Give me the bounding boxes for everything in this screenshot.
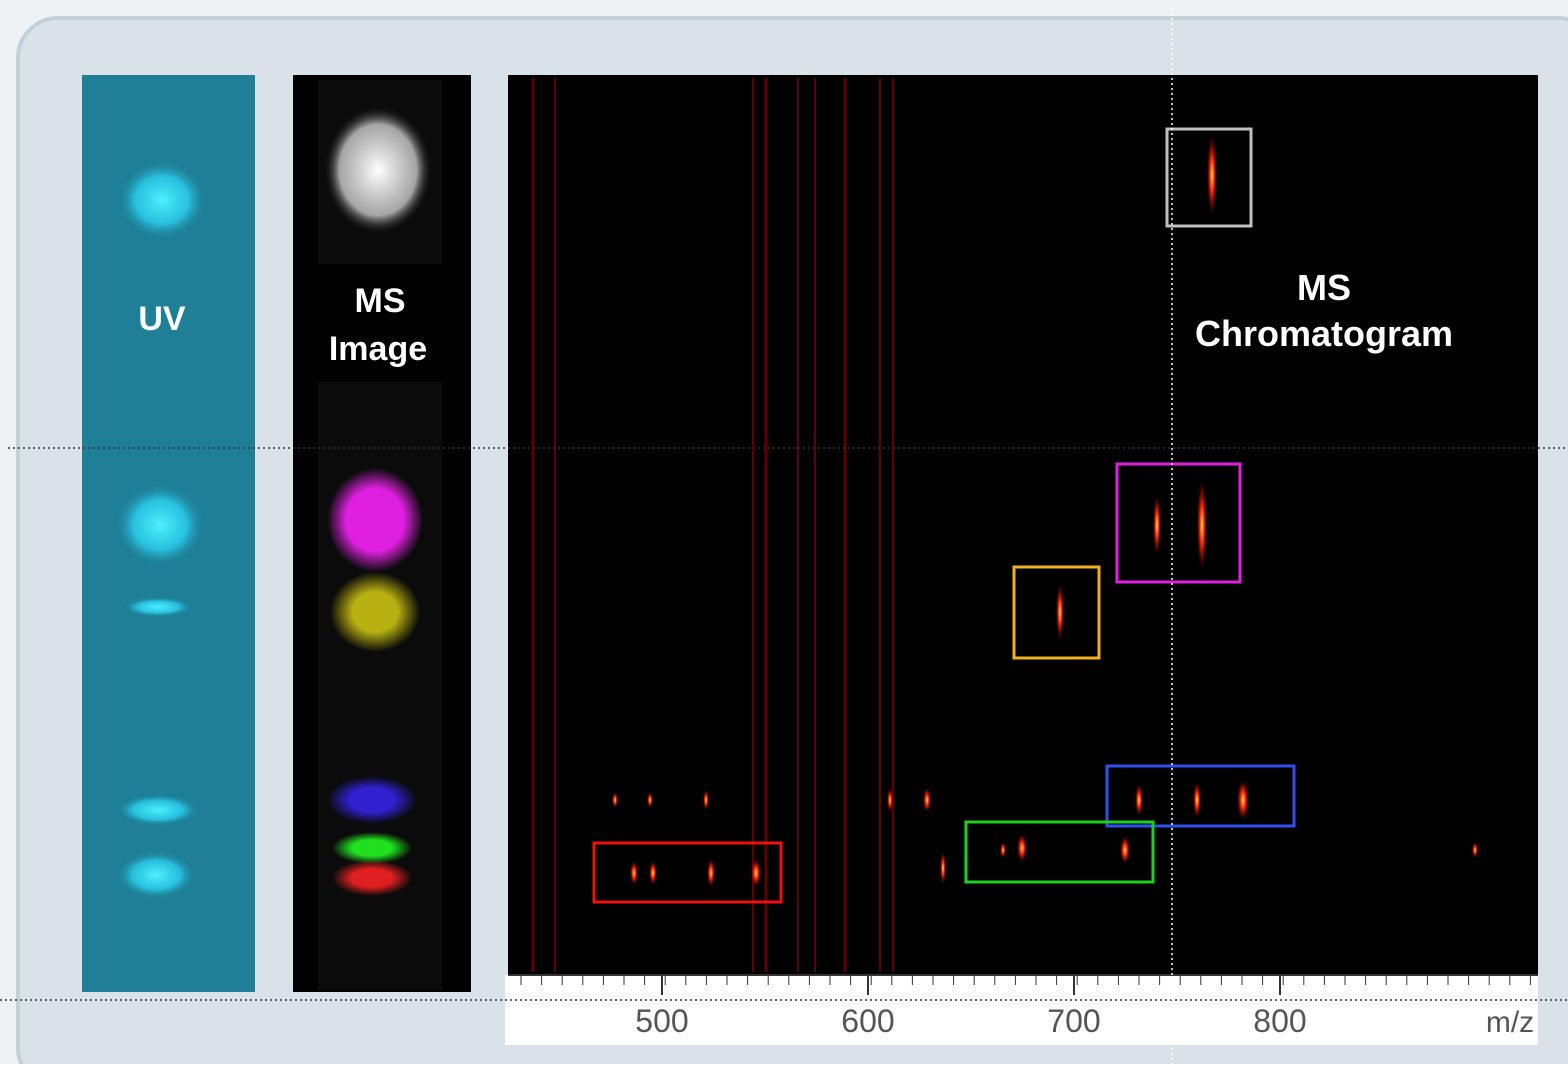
- highlight-boxes: [592, 127, 1296, 904]
- ms-spot: [332, 860, 412, 896]
- x-axis: 500 600 700 800: [520, 975, 1531, 1039]
- uv-spot: [116, 794, 200, 826]
- ms-spot: [323, 105, 433, 235]
- ms-spot: [327, 468, 423, 572]
- chromatogram-title: MS: [1297, 267, 1351, 308]
- peak: [1197, 480, 1207, 570]
- peak: [1120, 836, 1130, 864]
- ms-spot: [327, 776, 417, 824]
- peak: [1000, 842, 1006, 858]
- box: [1105, 764, 1296, 828]
- label-box: [293, 264, 471, 382]
- peak: [612, 792, 618, 808]
- uv-spot: [117, 160, 207, 240]
- ms-image-label: MS: [355, 282, 406, 320]
- box: [592, 841, 783, 904]
- x-tick-label: 700: [1047, 1003, 1100, 1039]
- uv-spot: [116, 851, 196, 899]
- uv-spot: [115, 483, 205, 567]
- peak: [1193, 782, 1201, 818]
- box: [1012, 565, 1101, 660]
- x-tick-label: 800: [1253, 1003, 1306, 1039]
- peak: [707, 859, 715, 887]
- peak: [1472, 842, 1478, 858]
- x-tick-label: 600: [841, 1003, 894, 1039]
- x-axis-label: m/z: [1486, 1006, 1534, 1039]
- ms-spot: [330, 572, 420, 652]
- uv-label: UV: [138, 300, 186, 338]
- peak: [1237, 780, 1249, 820]
- peak: [751, 859, 761, 887]
- peak: [1207, 135, 1217, 215]
- peak: [703, 790, 709, 810]
- peak: [1135, 784, 1143, 816]
- chromatogram-title: Chromatogram: [1195, 313, 1453, 354]
- peak: [940, 852, 946, 884]
- peak: [1056, 584, 1064, 640]
- box: [964, 820, 1155, 884]
- peak: [1017, 834, 1027, 862]
- peak: [647, 792, 653, 808]
- peak: [923, 788, 931, 812]
- crosshair: [0, 8, 1568, 1064]
- peak: [649, 861, 657, 885]
- peak: [887, 788, 893, 812]
- chromatogram-plot: [508, 75, 1538, 975]
- axis-area: [505, 975, 1538, 1045]
- box: [1165, 127, 1253, 228]
- peak: [1153, 495, 1161, 555]
- ms-image-label: Image: [329, 330, 427, 368]
- peak: [630, 861, 638, 885]
- box: [1115, 462, 1242, 584]
- x-tick-label: 500: [635, 1003, 688, 1039]
- ms-spot: [332, 832, 412, 864]
- peaks: [612, 135, 1478, 887]
- background-lines: [531, 78, 894, 972]
- uv-spot: [123, 597, 193, 617]
